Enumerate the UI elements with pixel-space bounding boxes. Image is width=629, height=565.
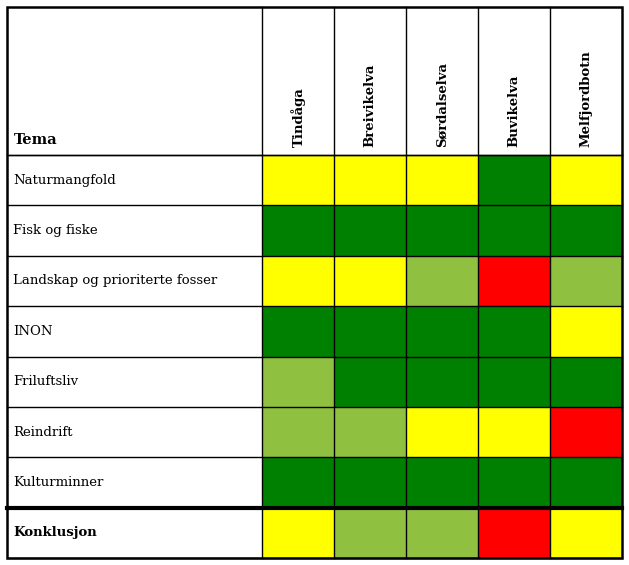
Text: Buvikelva: Buvikelva [508,75,521,147]
Bar [262,457,334,507]
Bar [262,205,334,256]
Bar [262,256,334,306]
Text: Friluftsliv: Friluftsliv [13,375,78,388]
Text: Breivikelva: Breivikelva [364,64,377,147]
Text: Melfjordbotn: Melfjordbotn [579,50,593,147]
Bar [406,357,478,407]
Bar [406,306,478,357]
Bar [550,155,622,205]
Bar [478,507,550,558]
Text: Tindåga: Tindåga [291,87,306,147]
Bar [262,507,334,558]
Bar [478,357,550,407]
Text: Sørdalselva: Sørdalselva [436,62,448,147]
Text: Fisk og fiske: Fisk og fiske [13,224,97,237]
Bar [550,407,622,457]
Bar [334,205,406,256]
Bar [334,407,406,457]
Bar [550,507,622,558]
Bar [334,357,406,407]
Bar [478,205,550,256]
Bar [550,457,622,507]
Text: Konklusjon: Konklusjon [13,527,97,540]
Text: Reindrift: Reindrift [13,425,72,438]
Bar [406,507,478,558]
Bar [550,306,622,357]
Bar [406,155,478,205]
Bar [406,256,478,306]
Bar [478,306,550,357]
Text: Naturmangfold: Naturmangfold [13,173,116,186]
Bar [478,457,550,507]
Bar [262,306,334,357]
Bar [406,205,478,256]
Bar [406,407,478,457]
Bar [478,256,550,306]
Bar [334,507,406,558]
Bar [334,155,406,205]
Bar [262,357,334,407]
Bar [478,155,550,205]
Bar [478,407,550,457]
Bar [550,256,622,306]
Bar [406,457,478,507]
Bar [262,155,334,205]
Text: INON: INON [13,325,52,338]
Bar [550,357,622,407]
Bar [334,256,406,306]
Bar [334,306,406,357]
Text: Landskap og prioriterte fosser: Landskap og prioriterte fosser [13,275,217,288]
Text: Tema: Tema [14,133,58,147]
Bar [262,407,334,457]
Bar [550,205,622,256]
Text: Kulturminner: Kulturminner [13,476,103,489]
Bar [334,457,406,507]
